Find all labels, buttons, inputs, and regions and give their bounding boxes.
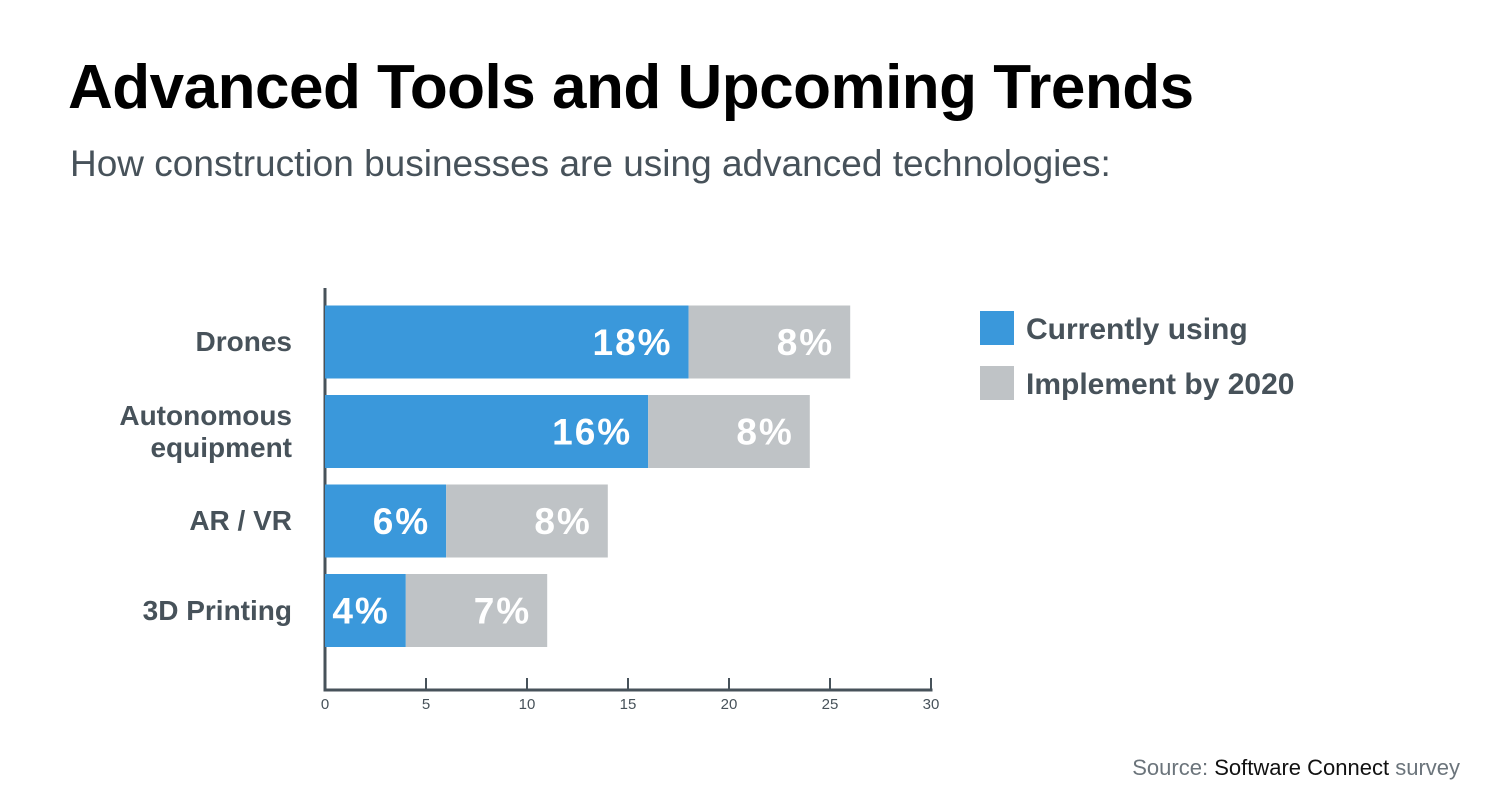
x-tick-label: 0 — [321, 696, 329, 713]
x-tick-label: 25 — [822, 696, 839, 713]
source-suffix: survey — [1395, 755, 1460, 780]
legend-swatch — [980, 366, 1014, 400]
value-label: 8% — [534, 501, 591, 542]
bar-segment — [325, 395, 649, 468]
bar-segment — [648, 395, 810, 468]
value-label: 18% — [593, 322, 673, 363]
x-tick-label: 15 — [620, 696, 637, 713]
chart-title: Advanced Tools and Upcoming Trends — [68, 53, 1194, 122]
bar-segment — [446, 484, 608, 558]
x-tick-label: 30 — [923, 696, 940, 713]
y-tick-label: Autonomous equipment — [119, 399, 292, 463]
x-tick-label: 20 — [721, 696, 738, 713]
source-name: Software Connect — [1214, 755, 1390, 780]
x-tick-label: 5 — [422, 696, 430, 713]
y-tick-label: Drones — [195, 326, 292, 357]
value-label: 8% — [736, 412, 793, 453]
value-label: 7% — [474, 591, 531, 632]
y-tick-label: AR / VR — [189, 505, 292, 536]
y-tick-label: 3D Printing — [142, 594, 292, 626]
legend-label: Currently using — [1026, 313, 1248, 346]
bar-segment — [325, 484, 447, 558]
value-label: 8% — [777, 322, 834, 363]
value-label: 4% — [332, 591, 389, 632]
value-label: 6% — [373, 501, 430, 542]
bar-segment — [688, 305, 851, 379]
legend-label: Implement by 2020 — [1026, 368, 1294, 401]
bar-segment — [325, 574, 406, 647]
bar-segment — [405, 574, 548, 647]
x-tick-label: 10 — [519, 696, 536, 713]
bar-segment — [325, 305, 689, 379]
source-note: Source: Software Connect survey — [1132, 755, 1460, 781]
legend-swatch — [980, 311, 1014, 345]
value-label: 16% — [552, 412, 632, 453]
chart-subtitle: How construction businesses are using ad… — [70, 143, 1111, 184]
source-prefix: Source: — [1132, 755, 1209, 780]
